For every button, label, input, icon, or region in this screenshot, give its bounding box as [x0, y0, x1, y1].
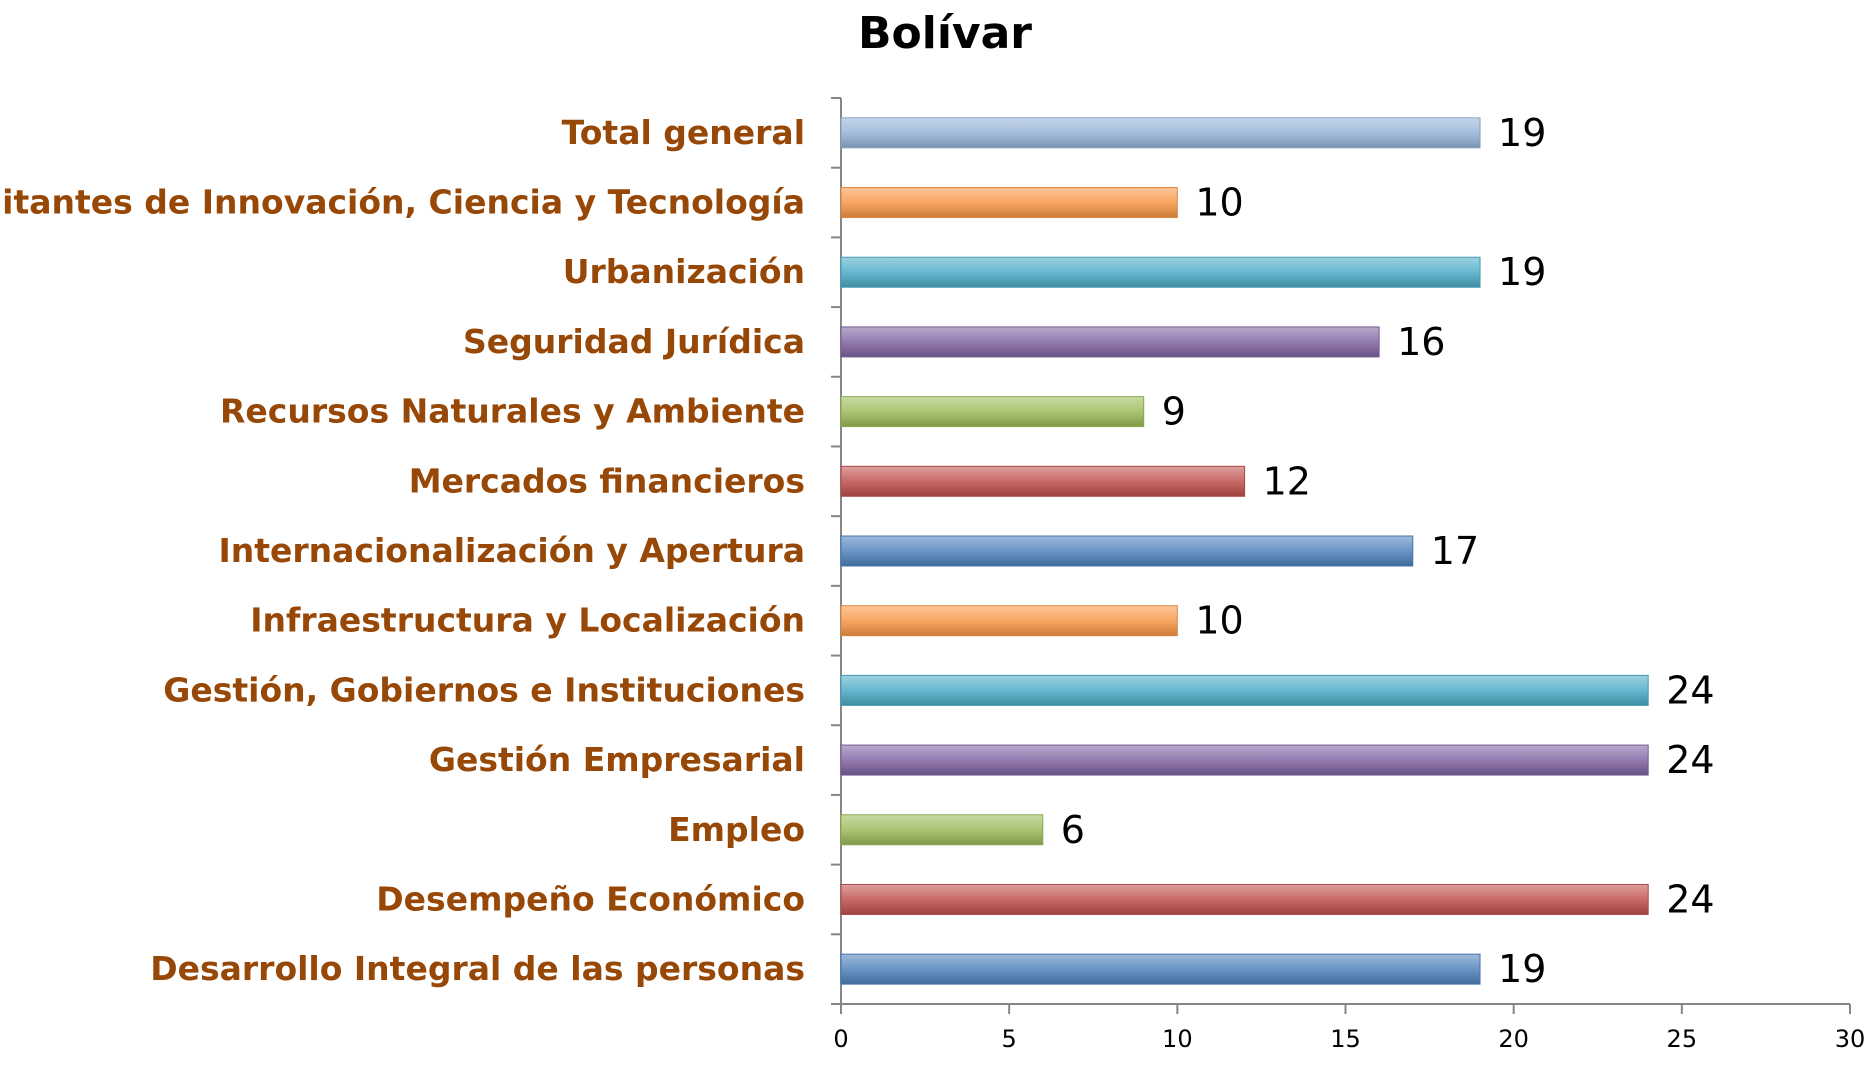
category-label: Infraestructura y Localización — [250, 601, 805, 640]
bars — [840, 117, 1649, 985]
category-label: Empleo — [668, 810, 805, 849]
data-label: 19 — [1498, 947, 1546, 991]
x-tick-label: 30 — [1835, 1025, 1866, 1053]
data-label: 17 — [1431, 529, 1479, 573]
x-tick-label: 15 — [1330, 1025, 1361, 1053]
data-label: 16 — [1397, 320, 1445, 364]
category-label: Total general — [562, 113, 805, 152]
data-label: 12 — [1263, 459, 1311, 503]
x-tick-labels: 0 5 10 15 20 25 30 — [833, 1004, 1865, 1053]
category-label: Desarrollo Integral de las personas — [150, 949, 805, 988]
category-label: Gestión, Gobiernos e Instituciones — [163, 670, 805, 709]
bar — [840, 883, 1649, 915]
x-tick-label: 0 — [833, 1025, 848, 1053]
data-label: 24 — [1666, 877, 1714, 921]
category-label: Internacionalización y Apertura — [218, 531, 805, 570]
data-label: 9 — [1162, 390, 1186, 434]
bar — [840, 465, 1246, 497]
bar — [840, 535, 1414, 567]
bar — [840, 396, 1145, 428]
chart-title: Bolívar — [858, 8, 1032, 59]
bar — [840, 814, 1044, 846]
bar — [840, 256, 1481, 288]
data-label: 24 — [1666, 738, 1714, 782]
data-label: 10 — [1195, 599, 1243, 643]
bar — [840, 326, 1380, 358]
category-label: Desempeño Económico — [376, 879, 805, 918]
x-tick-label: 10 — [1162, 1025, 1193, 1053]
data-labels: 19 24 6 24 24 10 17 12 9 16 19 10 19 — [1061, 111, 1715, 991]
category-label: Gestión Empresarial — [429, 740, 805, 779]
category-labels: Desarrollo Integral de las personas Desem… — [0, 113, 805, 988]
category-label: Recursos Naturales y Ambiente — [220, 392, 805, 431]
x-tick-label: 25 — [1667, 1025, 1698, 1053]
bar — [840, 674, 1649, 706]
data-label: 10 — [1195, 181, 1243, 225]
data-label: 19 — [1498, 250, 1546, 294]
bar — [840, 744, 1649, 776]
x-tick-label: 5 — [1002, 1025, 1017, 1053]
data-label: 19 — [1498, 111, 1546, 155]
x-tick-label: 20 — [1498, 1025, 1529, 1053]
bar — [840, 117, 1481, 149]
category-label: Urbanización — [563, 252, 805, 291]
category-label: Habilitantes de Innovación, Ciencia y Te… — [0, 183, 805, 222]
bar — [840, 605, 1178, 637]
data-label: 24 — [1666, 668, 1714, 712]
bar — [840, 187, 1178, 219]
category-label: Mercados financieros — [409, 461, 805, 500]
category-label: Seguridad Jurídica — [463, 322, 805, 361]
bar — [840, 953, 1481, 985]
data-label: 6 — [1061, 808, 1085, 852]
